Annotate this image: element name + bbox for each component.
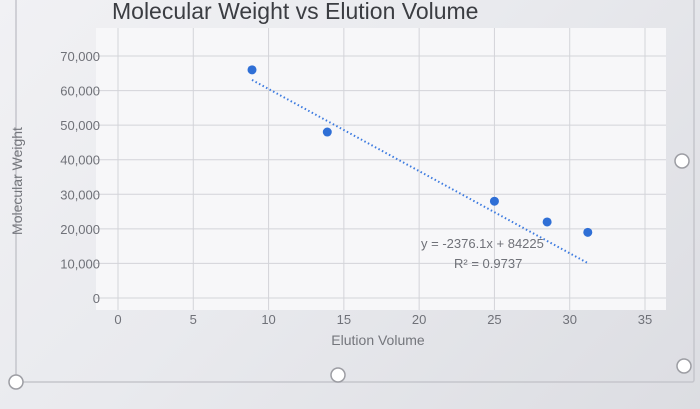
data-points [247,65,593,237]
gridlines [96,28,666,310]
y-tick-label: 60,000 [60,84,100,99]
trendline-r-squared: R² = 0.9737 [454,256,522,271]
y-tick-label: 50,000 [60,118,100,133]
y-tick-label: 0 [93,291,100,306]
x-tick-label: 20 [412,312,426,327]
y-tick-label: 40,000 [60,153,100,168]
y-tick-label: 20,000 [60,222,100,237]
y-axis-title: Molecular Weight [9,127,25,235]
x-tick-label: 10 [261,312,275,327]
x-tick-label: 25 [487,312,501,327]
y-tick-label: 10,000 [60,256,100,271]
x-axis-tick-labels: 0 5 10 15 20 25 30 35 [114,312,652,327]
plot-area [96,28,666,310]
x-axis-title: Elution Volume [331,332,425,348]
x-tick-label: 30 [562,312,576,327]
x-tick-label: 0 [114,312,121,327]
resize-handle-bottom[interactable] [330,367,346,383]
y-tick-label: 70,000 [60,49,100,64]
data-point [489,196,499,206]
chart-title: Molecular Weight vs Elution Volume [112,0,478,24]
trendline-equation: y = -2376.1x + 84225 [421,236,544,251]
data-point [322,127,332,137]
x-tick-label: 15 [337,312,351,327]
resize-handle-bottom-left[interactable] [8,374,24,390]
data-point [583,227,593,237]
y-axis-tick-labels: 0 10,000 20,000 30,000 40,000 50,000 60,000 70,… [60,49,100,306]
chart-frame [15,0,695,383]
resize-handle-right[interactable] [674,153,690,169]
data-point [247,65,257,75]
x-tick-label: 5 [190,312,197,327]
data-point [542,217,552,227]
resize-handle-bottom-right[interactable] [676,358,692,374]
x-tick-label: 35 [638,312,652,327]
y-tick-label: 30,000 [60,187,100,202]
